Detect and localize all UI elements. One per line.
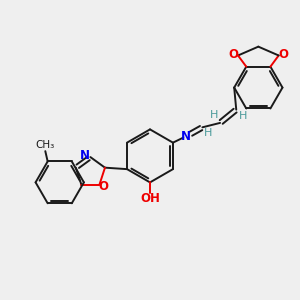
Text: H: H bbox=[209, 110, 218, 120]
Text: H: H bbox=[203, 128, 212, 138]
Text: OH: OH bbox=[140, 192, 160, 205]
Text: O: O bbox=[99, 180, 109, 193]
Text: O: O bbox=[278, 47, 288, 61]
Text: CH₃: CH₃ bbox=[36, 140, 55, 150]
Text: N: N bbox=[80, 149, 90, 162]
Text: O: O bbox=[228, 47, 238, 61]
Text: N: N bbox=[181, 130, 191, 143]
Text: H: H bbox=[238, 110, 247, 121]
